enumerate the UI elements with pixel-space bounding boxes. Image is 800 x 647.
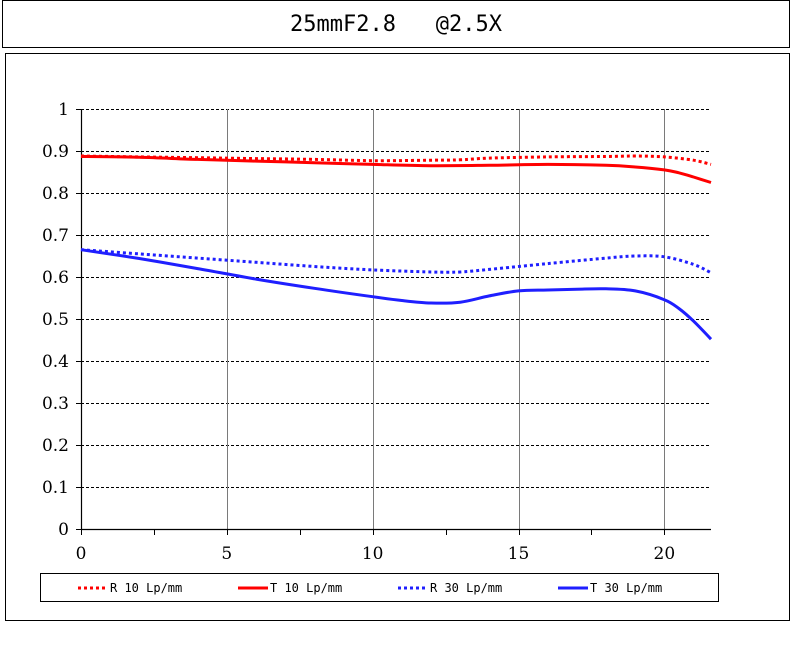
mtf-chart: 00.10.20.30.40.50.60.70.80.910 5 10 15 20 R … [40,100,719,602]
legend-label-t-30-lp-mm: T 30 Lp/mm [590,581,662,595]
y-tick-label: 0.7 [42,226,69,246]
y-tick-label: 0.1 [42,478,69,498]
legend-box [40,573,719,602]
y-tick-label: 0.8 [42,184,69,204]
y-tick-label: 0.3 [42,394,69,414]
y-tick-label: 0.5 [42,310,69,330]
x-tick-label: 0 [76,544,87,564]
series-line-r-30-lp-mm [80,248,712,275]
legend-label-r-10-lp-mm: R 10 Lp/mm [110,581,182,595]
x-tick-label: 5 [221,544,232,564]
x-tick-label: 10 [362,544,384,564]
legend-label-r-30-lp-mm: R 30 Lp/mm [430,581,502,595]
series-line-t-30-lp-mm [80,248,713,341]
y-tick-label: 0.6 [42,268,69,288]
chart-frame: 0 0.1 0.2 0.3 0.4 0.5 0.6 0.7 0.8 0.9 1 0 5 10 15 20 R … [5,53,790,621]
chart-title: 25mmF2.8 @2.5X [290,11,502,37]
legend-label-t-10-lp-mm: T 10 Lp/mm [270,581,342,595]
y-tick-label: 0 [58,520,69,540]
y-tick-label: 0.9 [42,142,69,162]
chart-title-box: 25mmF2.8 @2.5X [2,0,790,48]
y-tick-label: 1 [58,100,69,120]
x-tick-label: 15 [508,544,530,564]
y-tick-label: 0.2 [42,436,69,456]
x-tick-label: 20 [654,544,676,564]
series-line-r-10-lp-mm [80,154,712,166]
series-line-t-10-lp-mm [80,155,712,184]
y-tick-label: 0.4 [42,352,69,372]
